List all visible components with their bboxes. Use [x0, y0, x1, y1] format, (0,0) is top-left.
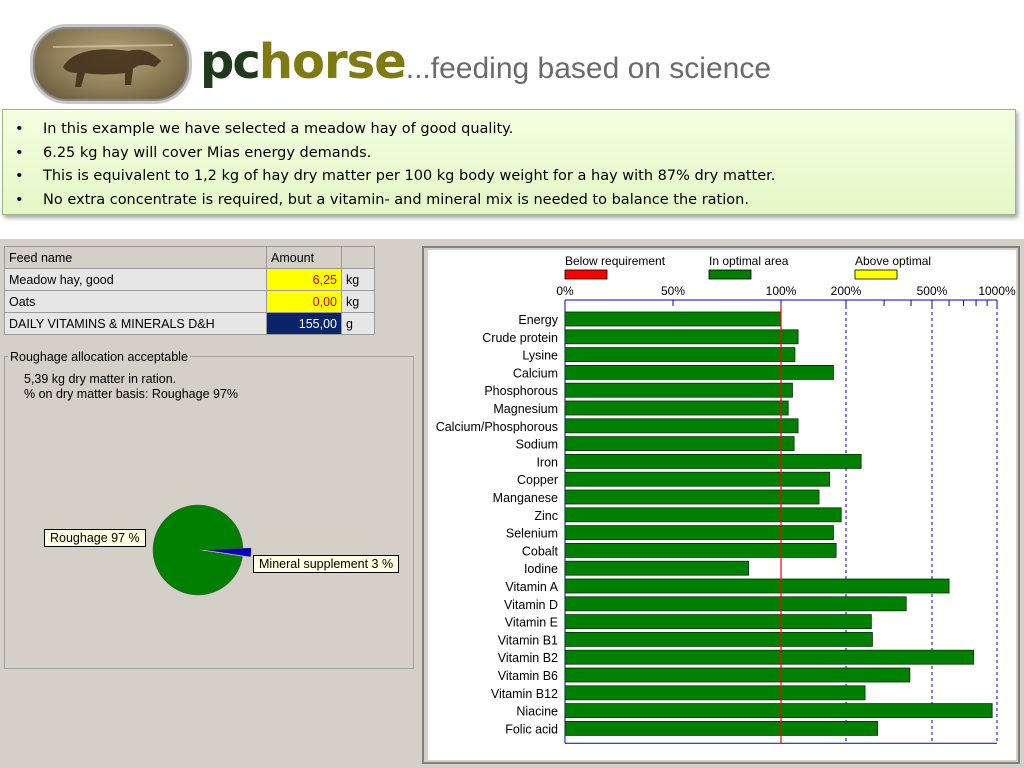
table-row[interactable]: Meadow hay, good 6,25 kg [4, 268, 375, 291]
bar [564, 667, 911, 683]
bullet-list: In this example we have selected a meado… [3, 110, 1015, 212]
bar [564, 365, 834, 380]
bar [564, 471, 831, 487]
bar [564, 720, 878, 736]
category-label: Sodium [516, 438, 558, 452]
amount-cell-selected[interactable]: 155,00 [266, 312, 342, 335]
bar [564, 489, 820, 505]
x-tick-label: 500% [917, 284, 948, 298]
bar [564, 329, 799, 345]
logo-horse-image [30, 24, 192, 104]
bar [564, 596, 907, 612]
roughage-percent-text: % on dry matter basis: Roughage 97% [24, 387, 239, 401]
legend-label: Above optimal [855, 254, 931, 268]
header-feed-name[interactable]: Feed name [4, 246, 267, 269]
bar [564, 400, 789, 416]
amount-cell[interactable]: 6,25 [266, 268, 342, 291]
category-label: Vitamin B2 [498, 651, 558, 665]
bullet-item: No extra concentrate is required, but a … [15, 189, 1015, 213]
bullet-item: This is equivalent to 1,2 kg of hay dry … [15, 165, 1015, 189]
header-unit [341, 246, 375, 269]
amount-cell[interactable]: 0,00 [266, 290, 342, 313]
pie-label-mineral: Mineral supplement 3 % [253, 555, 400, 573]
bar [564, 560, 750, 576]
x-tick-label: 100% [766, 284, 797, 298]
category-label: Copper [517, 473, 558, 487]
category-label: Energy [518, 313, 558, 327]
category-label: Vitamin A [505, 580, 558, 594]
legend-label: In optimal area [709, 254, 789, 268]
unit-cell: kg [341, 268, 375, 291]
brand-tagline: ...feeding based on science [405, 52, 772, 85]
bar [564, 631, 873, 647]
category-label: Iodine [524, 562, 558, 576]
category-label: Calcium [513, 366, 558, 380]
category-label: Crude protein [482, 331, 558, 345]
pie-label-roughage: Roughage 97 % [44, 529, 146, 547]
legend-swatch [708, 269, 752, 280]
table-row[interactable]: DAILY VITAMINS & MINERALS D&H 155,00 g [4, 312, 375, 335]
category-label: Vitamin E [505, 616, 558, 630]
bar [564, 542, 837, 558]
x-tick-label: 0% [556, 284, 574, 298]
category-label: Folic acid [505, 722, 558, 736]
bar [564, 525, 834, 541]
pie-slice-mineral [205, 547, 252, 557]
horse-icon [52, 44, 174, 87]
legend-swatch [564, 269, 608, 280]
brand-horse: horse [258, 34, 407, 90]
category-label: Magnesium [493, 402, 558, 416]
bar [564, 418, 799, 434]
category-label: Cobalt [522, 544, 559, 558]
bar [564, 382, 793, 398]
category-label: Niacine [516, 705, 558, 719]
bar [564, 649, 975, 665]
table-row[interactable]: Oats 0,00 kg [4, 290, 375, 313]
category-label: Phosphorous [484, 384, 558, 398]
category-label: Selenium [506, 527, 558, 541]
nutrient-bar-chart: Below requirement In optimal area Above op… [436, 254, 1016, 744]
feed-name-cell[interactable]: Oats [4, 290, 267, 313]
brand-pc: pc [200, 34, 261, 90]
pie-slice-roughage [152, 504, 244, 596]
legend-swatch [854, 269, 898, 280]
bar [564, 311, 782, 327]
brand-logo: pchorse...feeding based on science [200, 34, 772, 90]
unit-cell: kg [341, 290, 375, 313]
category-label: Vitamin B6 [498, 669, 558, 683]
bar [564, 453, 862, 469]
bar [564, 436, 795, 452]
bullet-item: In this example we have selected a meado… [15, 118, 1015, 142]
explanation-box: In this example we have selected a meado… [2, 109, 1016, 215]
category-label: Vitamin B1 [498, 633, 558, 647]
roughage-status-title: Roughage allocation acceptable [8, 350, 190, 364]
bar [564, 614, 872, 630]
category-label: Vitamin B12 [491, 687, 558, 701]
x-tick-label: 50% [661, 284, 685, 298]
x-tick-label: 200% [831, 284, 862, 298]
bar [564, 347, 796, 362]
category-label: Lysine [522, 349, 558, 363]
bar [564, 578, 950, 594]
feed-name-cell[interactable]: Meadow hay, good [4, 268, 267, 291]
bullet-item: 6.25 kg hay will cover Mias energy deman… [15, 142, 1015, 166]
unit-cell: g [341, 312, 375, 335]
category-label: Calcium/Phosphorous [436, 420, 558, 434]
feed-table: Feed name Amount Meadow hay, good 6,25 k… [4, 246, 375, 335]
category-label: Zinc [534, 509, 558, 523]
dry-matter-text: 5,39 kg dry matter in ration. [24, 372, 177, 386]
legend-label: Below requirement [565, 254, 666, 268]
feed-name-cell[interactable]: DAILY VITAMINS & MINERALS D&H [4, 312, 267, 335]
x-tick-label: 1000% [978, 284, 1016, 298]
category-label: Manganese [493, 491, 558, 505]
bar [564, 685, 866, 701]
header-amount[interactable]: Amount [266, 246, 342, 269]
bar [564, 507, 842, 523]
category-label: Iron [536, 455, 558, 469]
bar [564, 703, 993, 719]
table-header-row: Feed name Amount [4, 246, 375, 269]
roughage-pie-chart [152, 504, 252, 596]
category-label: Vitamin D [504, 598, 558, 612]
